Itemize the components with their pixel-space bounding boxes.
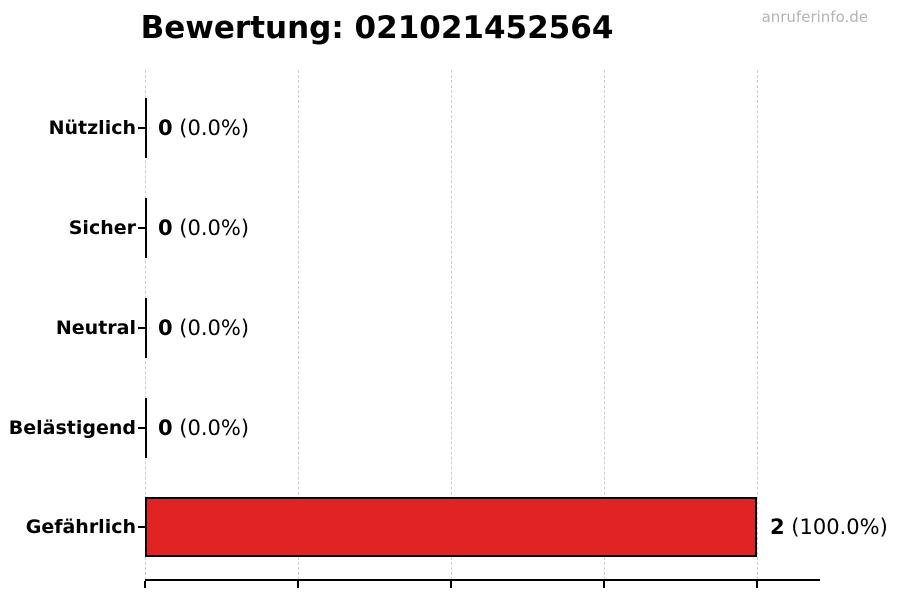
category-label: Belästigend (8, 417, 136, 439)
x-axis-tick (603, 581, 605, 588)
plot-area: Nützlich 0 (0.0%) Sicher 0 (0.0%) Neutra… (9, 70, 888, 588)
category-label: Nützlich (48, 117, 136, 139)
bar (145, 98, 147, 158)
bar (145, 398, 147, 458)
bar-row: Belästigend 0 (0.0%) (9, 398, 820, 458)
value-percent: (0.0%) (172, 416, 250, 440)
gridline (298, 70, 299, 580)
x-axis-tick (144, 581, 146, 588)
bar-row: Nützlich 0 (0.0%) (49, 98, 820, 158)
value-count: 0 (158, 316, 173, 340)
value-percent: (100.0%) (784, 515, 888, 539)
value-count: 0 (158, 216, 173, 240)
bar (145, 198, 147, 258)
bar-row: Sicher 0 (0.0%) (69, 198, 820, 258)
y-axis-tick (138, 227, 145, 229)
value-count: 0 (158, 116, 173, 140)
x-axis-tick (450, 581, 452, 588)
category-label: Neutral (55, 317, 136, 339)
value-label: 0 (0.0%) (158, 416, 249, 440)
y-axis-tick (138, 127, 145, 129)
y-axis-tick (138, 526, 145, 528)
value-label: 2 (100.0%) (770, 515, 888, 539)
value-count: 2 (770, 515, 785, 539)
bar-row: Gefährlich 2 (100.0%) (26, 497, 888, 557)
y-axis-tick (138, 427, 145, 429)
x-axis-line (144, 579, 820, 588)
gridline (451, 70, 452, 580)
bar (145, 298, 147, 358)
x-axis-tick (297, 581, 299, 588)
gridline (604, 70, 605, 580)
category-label: Sicher (68, 217, 136, 239)
watermark: anruferinfo.de (761, 8, 868, 26)
chart-title: Bewertung: 021021452564 (140, 10, 614, 46)
bar (145, 497, 757, 557)
y-axis-tick (138, 327, 145, 329)
category-label: Gefährlich (25, 516, 136, 538)
x-axis-tick (756, 581, 758, 588)
bar-row: Neutral 0 (0.0%) (56, 298, 820, 358)
value-percent: (0.0%) (172, 216, 250, 240)
gridline (757, 70, 758, 580)
value-count: 0 (158, 416, 173, 440)
value-percent: (0.0%) (172, 316, 250, 340)
rows-layer: Nützlich 0 (0.0%) Sicher 0 (0.0%) Neutra… (9, 70, 888, 580)
value-label: 0 (0.0%) (158, 116, 249, 140)
value-percent: (0.0%) (172, 116, 250, 140)
value-label: 0 (0.0%) (158, 216, 249, 240)
value-label: 0 (0.0%) (158, 316, 249, 340)
